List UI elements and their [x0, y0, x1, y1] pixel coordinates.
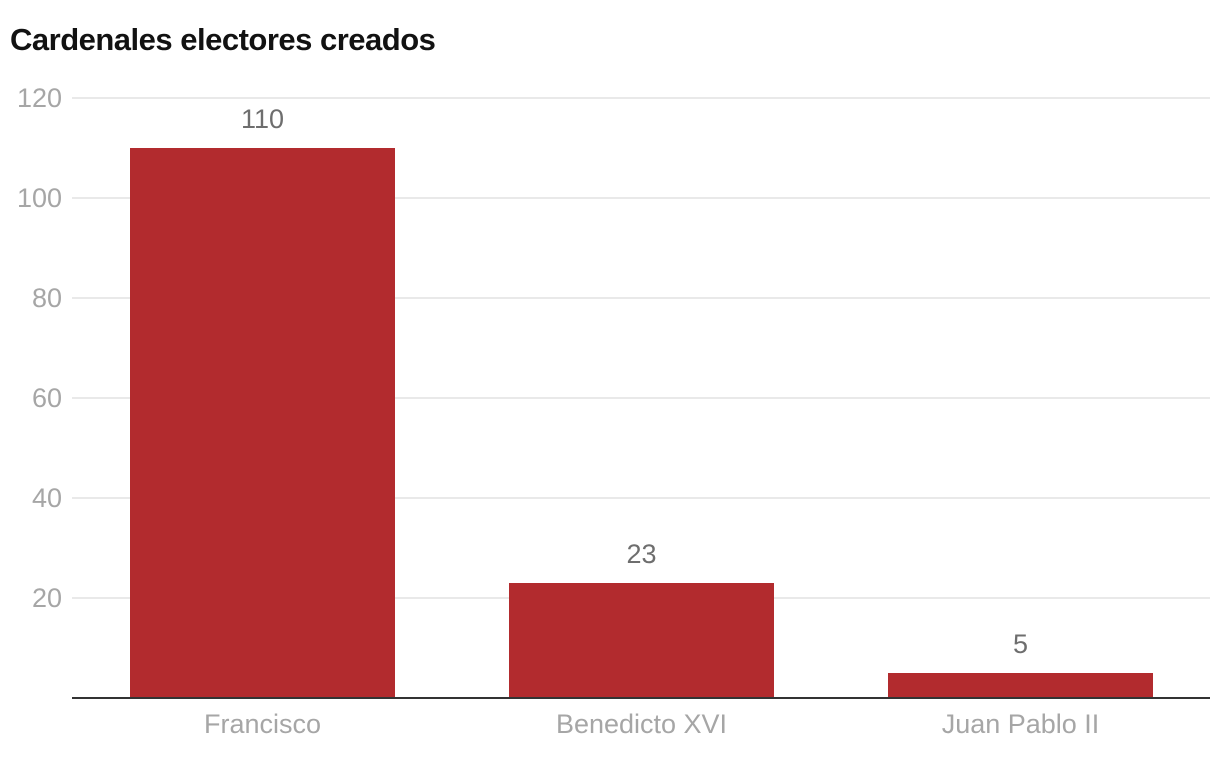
y-tick-label: 120 — [17, 83, 62, 113]
x-axis-categories: Francisco Benedicto XVI Juan Pablo II — [204, 709, 1099, 739]
chart-title: Cardenales electores creados — [10, 22, 436, 57]
y-tick-label: 80 — [32, 283, 62, 313]
x-category-label: Juan Pablo II — [942, 709, 1100, 739]
x-category-label: Francisco — [204, 709, 321, 739]
data-label: 23 — [626, 539, 656, 569]
y-tick-label: 40 — [32, 483, 62, 513]
y-tick-label: 60 — [32, 383, 62, 413]
bars — [130, 148, 1153, 698]
y-axis-ticks: 20 40 60 80 100 120 — [17, 83, 62, 613]
data-label: 110 — [241, 104, 284, 134]
bar-benedicto-xvi — [509, 583, 774, 698]
bar-francisco — [130, 148, 395, 698]
x-category-label: Benedicto XVI — [556, 709, 727, 739]
y-tick-label: 20 — [32, 583, 62, 613]
bar-juan-pablo-ii — [888, 673, 1153, 698]
data-label: 5 — [1013, 629, 1028, 659]
y-tick-label: 100 — [17, 183, 62, 213]
data-labels: 110 23 5 — [241, 104, 1028, 659]
